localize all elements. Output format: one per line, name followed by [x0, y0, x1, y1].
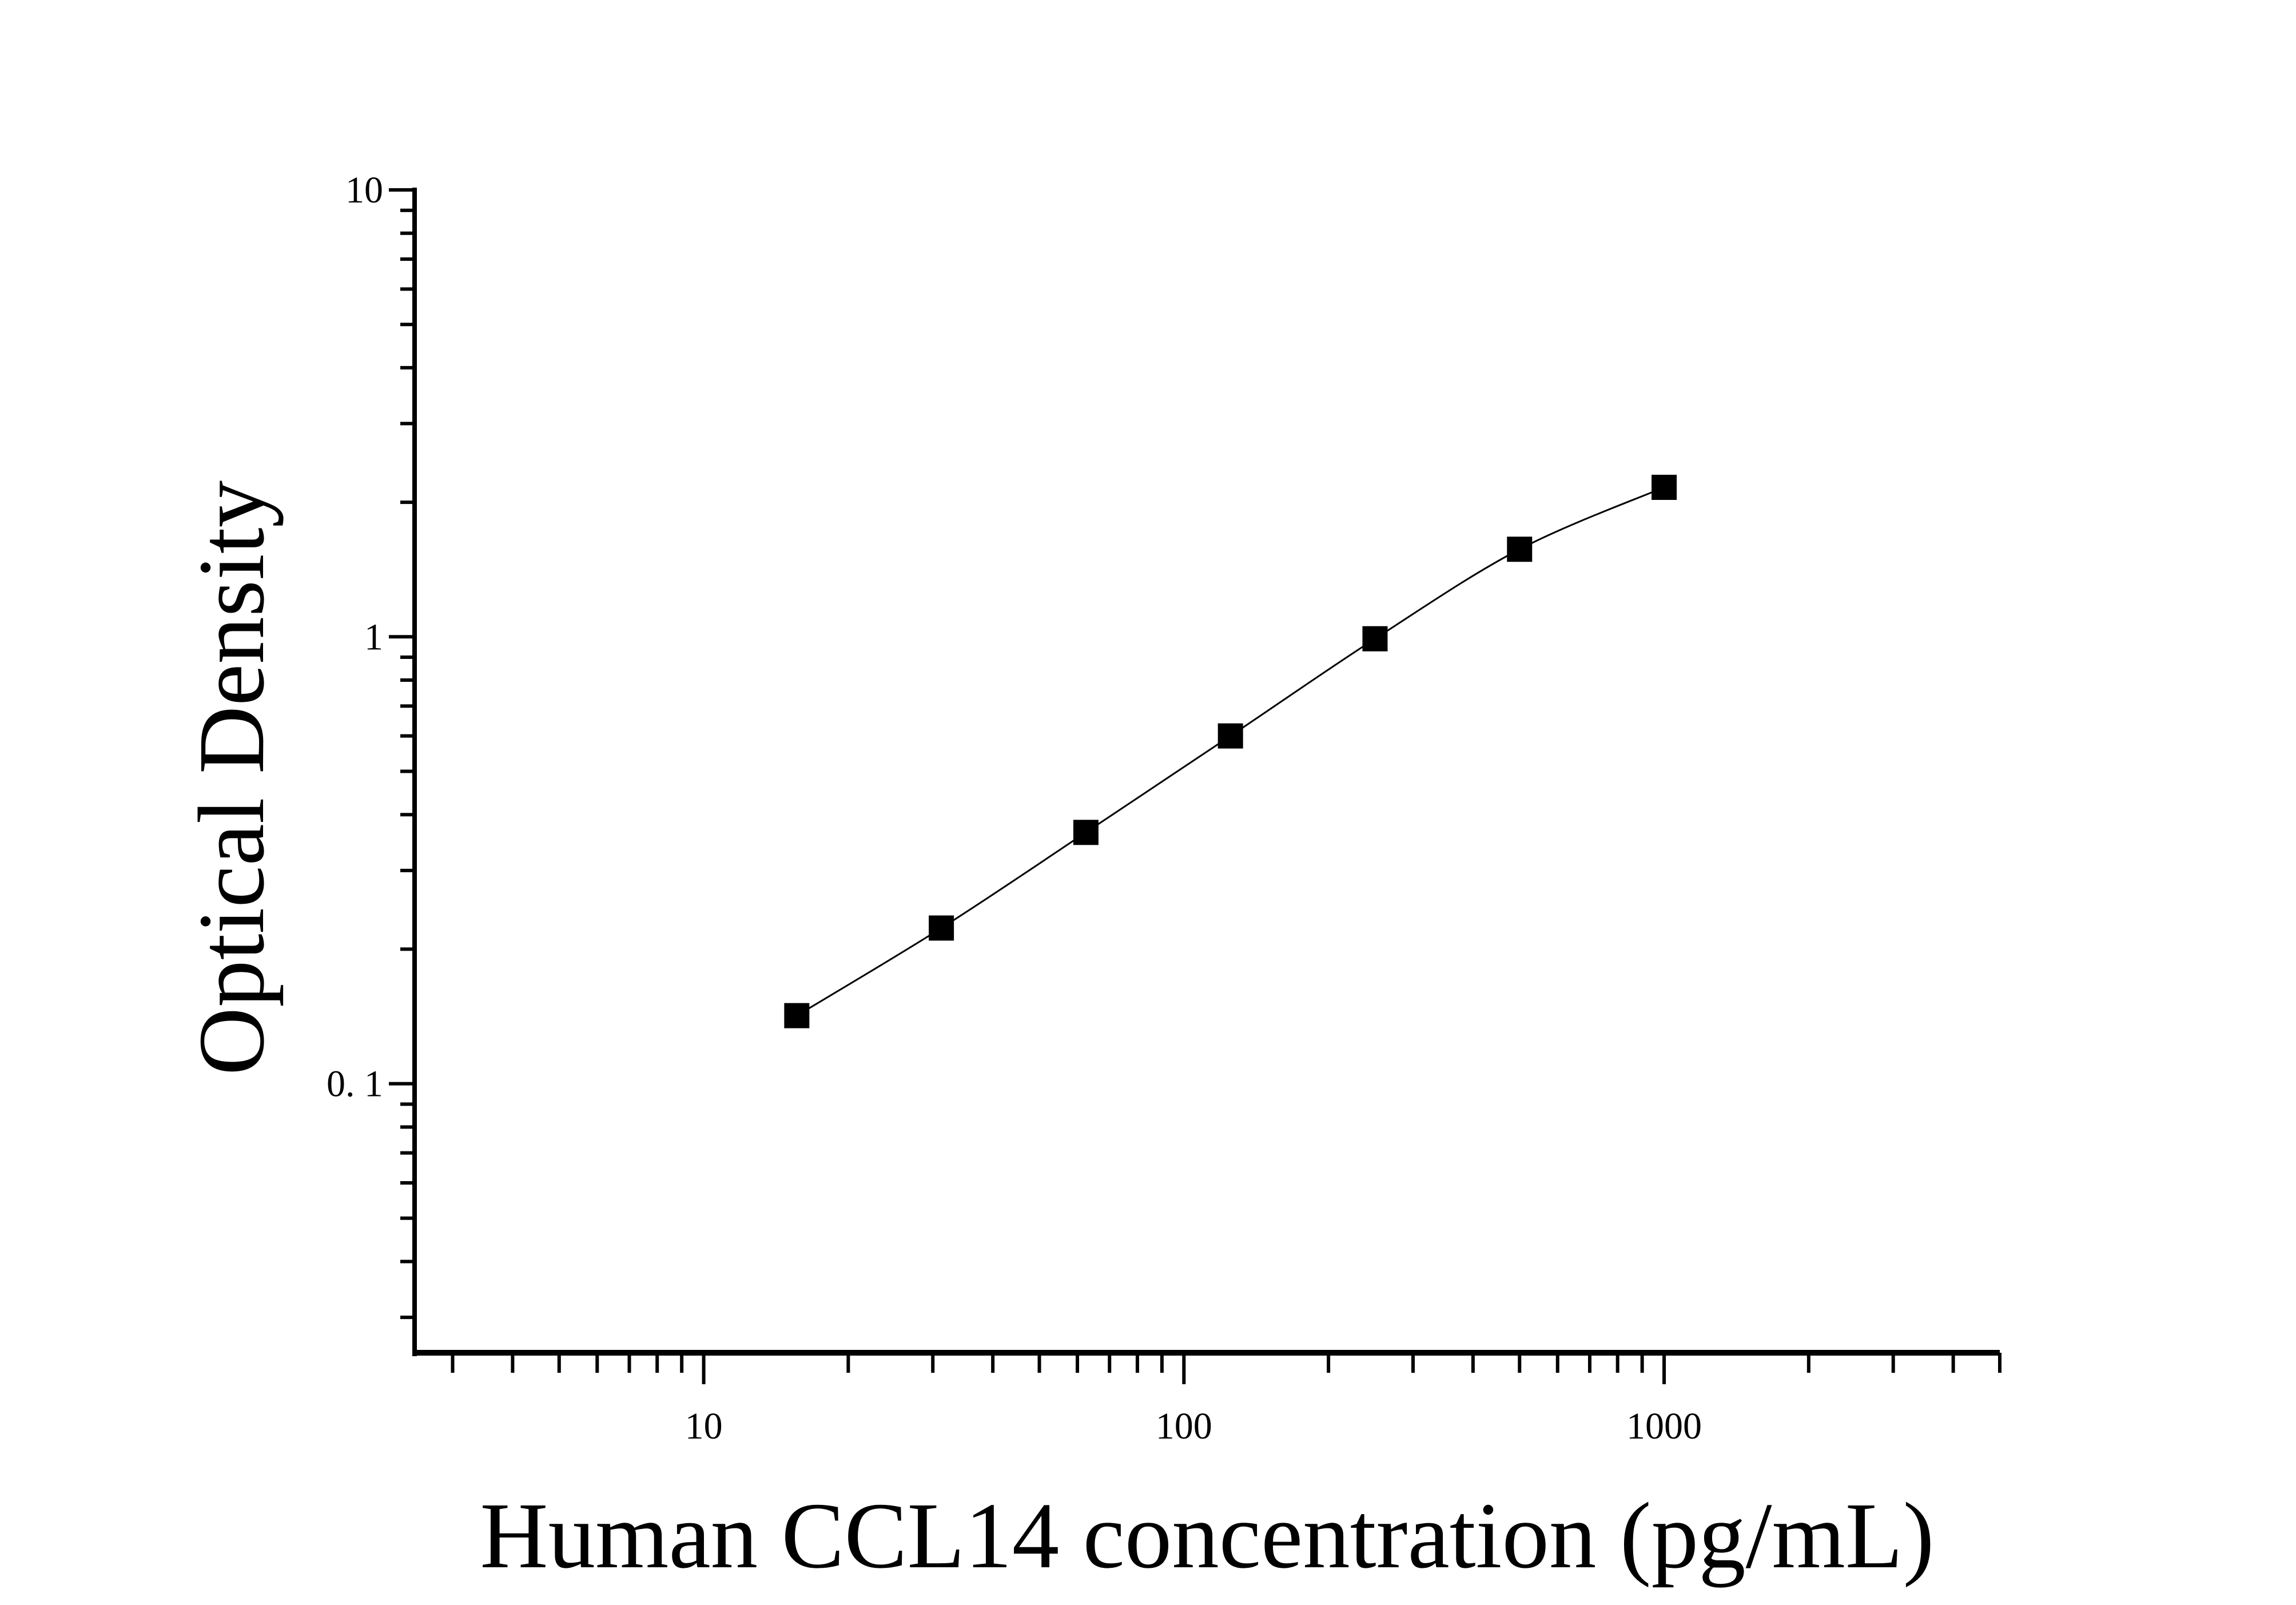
x-tick-label: 1000 [1626, 1405, 1702, 1447]
x-axis-title: Human CCL14 concentration (pg/mL) [480, 1483, 1934, 1588]
data-point [1652, 474, 1677, 500]
fit-curve [796, 486, 1665, 1016]
y-tick-label: 0. 1 [327, 1063, 383, 1105]
y-tick-labels: 0. 1 1 10 [327, 169, 383, 1105]
data-point [1507, 537, 1533, 562]
y-tick-label: 10 [345, 169, 383, 211]
data-point [784, 1003, 810, 1028]
data-points [784, 474, 1677, 1028]
fit-curve-group [796, 486, 1665, 1016]
axes [389, 188, 2001, 1384]
x-tick-label: 100 [1156, 1405, 1212, 1447]
data-point [1362, 626, 1388, 651]
data-point [1217, 723, 1243, 749]
data-point [929, 915, 954, 941]
data-point [1073, 820, 1099, 845]
x-tick-label: 10 [685, 1405, 723, 1447]
y-tick-label: 1 [364, 616, 383, 658]
y-axis-title: Optical Density [179, 480, 284, 1075]
x-tick-labels: 10 100 1000 [685, 1405, 1702, 1447]
